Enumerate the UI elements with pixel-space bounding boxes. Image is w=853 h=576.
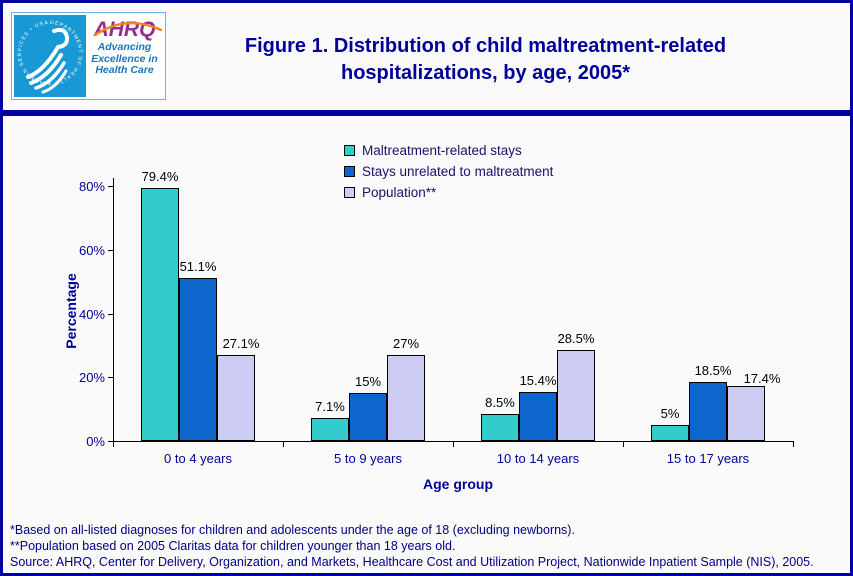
header-divider (3, 110, 850, 116)
bar-value-label: 79.4% (141, 169, 179, 184)
y-tick-label: 0% (86, 434, 105, 449)
footnote-line: **Population based on 2005 Claritas data… (10, 539, 456, 553)
y-axis-line (113, 178, 114, 442)
footnotes: *Based on all-listed diagnoses for child… (10, 522, 845, 570)
bar (689, 382, 727, 441)
bar-value-label: 8.5% (485, 395, 515, 410)
bar-value-label: 18.5% (694, 363, 732, 378)
ahrq-logo: AHRQ Advancing Excellence in Health Care (86, 15, 163, 97)
bar (387, 355, 425, 441)
legend-item: Maltreatment-related stays (344, 140, 553, 161)
bar (557, 350, 595, 441)
bar (727, 386, 765, 441)
bar-value-label: 51.1% (179, 259, 217, 274)
bar (141, 188, 179, 441)
bar (481, 414, 519, 441)
y-tick-label: 40% (78, 306, 105, 322)
bar-value-label: 27.1% (222, 336, 260, 351)
bar (651, 425, 689, 441)
category-label: 15 to 17 years (666, 451, 750, 466)
bar-value-label: 7.1% (315, 399, 345, 414)
y-tick-mark (108, 186, 113, 187)
x-tick-mark (453, 441, 454, 447)
bar-value-label: 28.5% (557, 331, 595, 346)
category-label: 5 to 9 years (334, 451, 402, 466)
figure-title: Figure 1. Distribution of child maltreat… (244, 35, 727, 84)
bar (179, 278, 217, 441)
bar-value-label: 15% (354, 374, 382, 389)
bar-value-label: 5% (660, 406, 680, 421)
hhs-eagle-icon: DEPARTMENT OF HEALTH & HUMAN SERVICES • … (17, 20, 82, 94)
footnote-line: *Based on all-listed diagnoses for child… (10, 523, 575, 537)
legend-item: Population** (344, 182, 553, 203)
legend-swatch (344, 166, 355, 177)
bar-value-label: 15.4% (519, 373, 557, 388)
ahrq-swoosh-icon (93, 21, 163, 36)
category-label: 0 to 4 years (164, 451, 232, 466)
legend-swatch (344, 145, 355, 156)
chart-legend: Maltreatment-related stays Stays unrelate… (344, 140, 553, 203)
legend-label: Stays unrelated to maltreatment (362, 164, 554, 179)
x-tick-mark (623, 441, 624, 447)
x-axis-title: Age group (423, 476, 493, 492)
y-tick-label: 20% (78, 370, 105, 386)
legend-label: Population** (362, 185, 437, 200)
hhs-seal-icon: DEPARTMENT OF HEALTH & HUMAN SERVICES • … (14, 15, 86, 97)
footnote-line: Source: AHRQ, Center for Delivery, Organ… (10, 555, 814, 569)
y-tick-mark (108, 249, 113, 251)
bar-value-label: 17.4% (743, 371, 781, 386)
bar (349, 393, 387, 441)
ahrq-tagline: Advancing Excellence in Health Care (91, 41, 158, 76)
y-tick-mark (108, 313, 113, 315)
y-tick-label: 80% (78, 179, 105, 194)
x-tick-mark (113, 441, 114, 447)
bar (519, 392, 557, 441)
bar (217, 355, 255, 441)
y-tick-label: 60% (78, 242, 105, 258)
legend-swatch (344, 187, 355, 198)
x-tick-mark (283, 441, 284, 447)
x-tick-mark (793, 441, 794, 447)
bar (311, 418, 349, 441)
category-label: 10 to 14 years (496, 451, 580, 466)
legend-item: Stays unrelated to maltreatment (344, 161, 553, 182)
hhs-ahrq-logo: DEPARTMENT OF HEALTH & HUMAN SERVICES • … (11, 12, 166, 100)
legend-label: Maltreatment-related stays (362, 143, 522, 158)
bar-value-label: 27% (392, 336, 420, 351)
y-tick-mark (108, 441, 113, 442)
y-tick-mark (108, 377, 113, 379)
